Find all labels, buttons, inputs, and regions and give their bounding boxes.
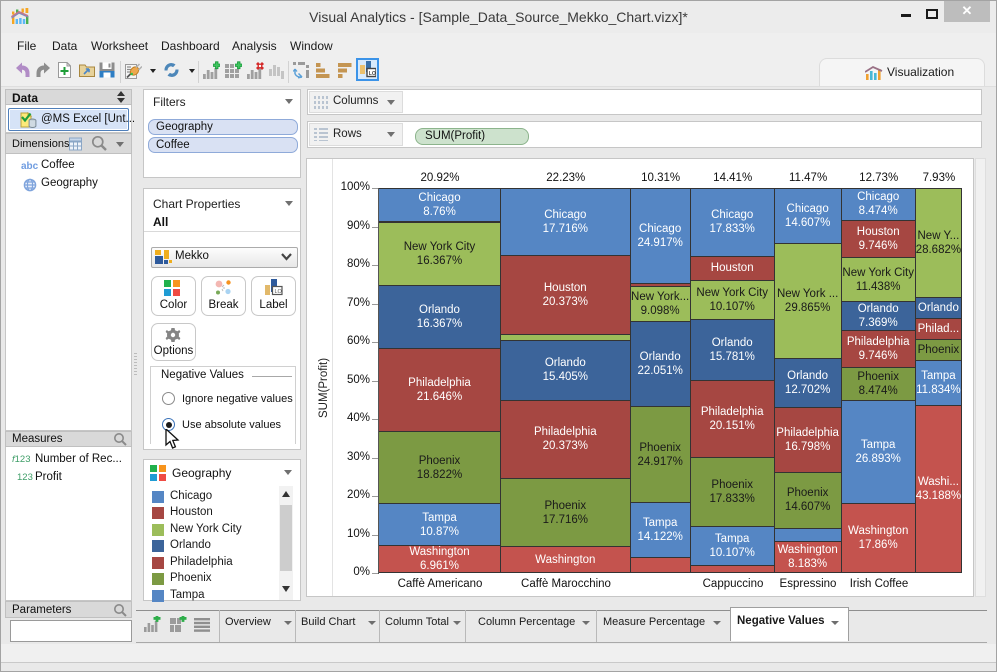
svg-text:LO: LO: [275, 289, 283, 295]
svg-text:LO: LO: [369, 71, 376, 77]
